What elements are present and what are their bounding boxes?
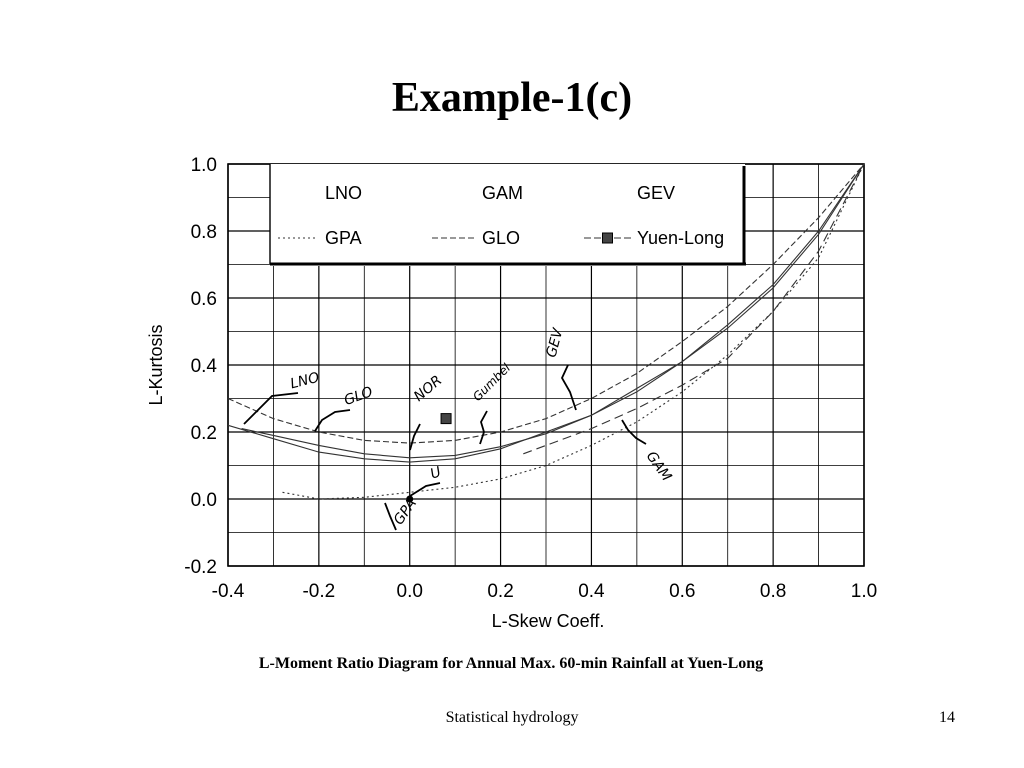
x-tick-label: 0.4 [578, 581, 605, 602]
l-moment-ratio-chart: LNO GLO NOR Gumbel GEV GAM U GPA LNO GAM GEV GPA GL… [146, 155, 877, 672]
annotation-arrow [409, 482, 441, 497]
annotation-label: GEV [543, 326, 566, 360]
x-tick-label: 0.6 [669, 581, 695, 602]
slide-title: Example-1(c) [391, 75, 633, 121]
annotation-label: GPA [391, 496, 420, 528]
chart-tick-labels: -0.4 -0.2 0.0 0.2 0.4 0.6 0.8 1.0 1.0 0.8 0.6 0.4 0.… [184, 155, 877, 602]
footer-title: Statistical hydrology [445, 709, 579, 726]
x-tick-label: -0.2 [302, 581, 335, 602]
annotation-arrow [409, 423, 421, 451]
series-line-lno [241, 163, 865, 459]
annotation-arrow [314, 409, 351, 432]
annotation-label: GLO [342, 384, 375, 409]
annotation-label: U [428, 464, 443, 483]
page-number: 14 [939, 709, 955, 726]
legend-entry: GPA [325, 228, 362, 248]
annotation-arrow [479, 410, 488, 445]
y-tick-label: 0.2 [191, 423, 217, 444]
x-tick-label: 1.0 [851, 581, 877, 602]
series-line-gam [523, 163, 865, 455]
legend-entry: LNO [325, 183, 362, 203]
x-tick-label: 0.0 [397, 581, 423, 602]
chart-legend: LNO GAM GEV GPA GLO Yuen-Long [269, 164, 746, 266]
annotation-arrow [560, 364, 577, 411]
x-tick-label: 0.2 [487, 581, 513, 602]
legend-marker [602, 232, 613, 244]
series-line-gev [227, 163, 865, 463]
chart-curves [227, 163, 865, 500]
y-tick-label: 0.6 [191, 289, 217, 310]
data-point-yuen-long [440, 413, 452, 425]
y-tick-label: 0.8 [191, 222, 217, 243]
annotation-arrow [243, 392, 299, 425]
annotation-label: NOR [411, 373, 445, 405]
x-axis-label: L-Skew Coeff. [492, 611, 605, 631]
annotation-point-u [406, 495, 414, 503]
legend-entry: GAM [482, 183, 523, 203]
x-tick-label: 0.8 [760, 581, 786, 602]
legend-entry: Yuen-Long [637, 228, 724, 248]
annotation-arrow [621, 419, 647, 445]
series-line-gpa [282, 163, 865, 500]
y-tick-label: 0.4 [191, 356, 218, 377]
y-tick-label: -0.2 [184, 557, 217, 578]
x-tick-label: -0.4 [212, 581, 245, 602]
chart-caption: L-Moment Ratio Diagram for Annual Max. 6… [259, 655, 763, 672]
legend-background [270, 164, 745, 266]
y-tick-label: 1.0 [191, 155, 217, 176]
y-axis-label: L-Kurtosis [146, 324, 166, 405]
series-line-glo [227, 163, 865, 444]
y-tick-label: 0.0 [191, 490, 217, 511]
legend-entry: GLO [482, 228, 520, 248]
legend-entry: GEV [637, 183, 675, 203]
annotation-arrow [384, 502, 397, 531]
annotation-label: LNO [289, 370, 321, 393]
annotation-label: Gumbel [470, 360, 514, 404]
annotation-label: GAM [643, 449, 675, 485]
